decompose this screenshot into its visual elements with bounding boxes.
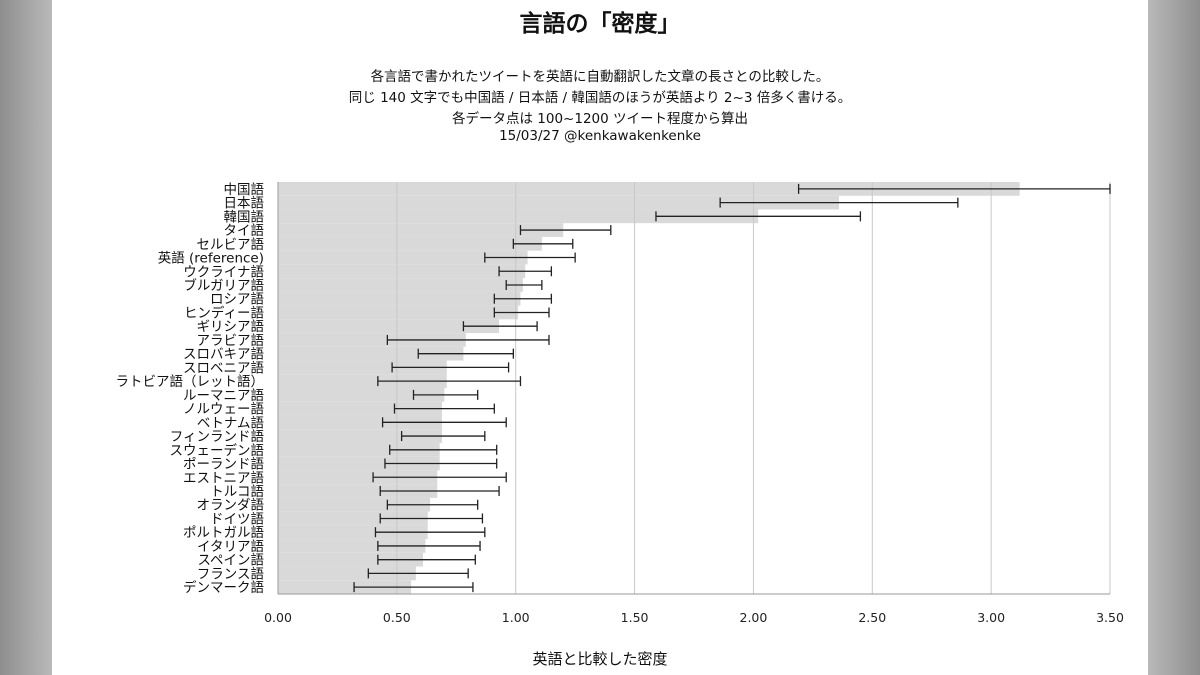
bar <box>278 236 542 251</box>
category-label: ギリシア語 <box>197 318 265 335</box>
category-label: ポーランド語 <box>183 456 264 473</box>
category-label: ブルガリア語 <box>183 277 264 294</box>
category-label: スペイン語 <box>197 552 264 569</box>
bar <box>278 250 528 265</box>
bar <box>278 401 443 416</box>
bar <box>278 291 521 306</box>
subtitle-line-1: 各言語で書かれたツイートを英語に自動翻訳した文章の長さとの比較した。 <box>370 69 830 85</box>
category-label: タイ語 <box>224 222 265 239</box>
bar <box>278 484 438 498</box>
chart-title: 言語の「密度」 <box>519 11 681 37</box>
bar <box>278 442 440 457</box>
category-label: ベトナム語 <box>197 414 264 431</box>
bar <box>278 346 464 361</box>
x-tick-label: 2.50 <box>858 610 886 625</box>
category-label: エストニア語 <box>183 469 264 486</box>
x-tick-label: 0.50 <box>383 610 411 625</box>
category-label: ドイツ語 <box>210 510 264 527</box>
category-label: アラビア語 <box>197 332 265 349</box>
bar <box>278 388 445 402</box>
category-label: 中国語 <box>224 181 265 198</box>
x-tick-label: 2.00 <box>740 610 768 625</box>
category-label: 日本語 <box>224 195 265 212</box>
category-label: オランダ語 <box>197 497 265 514</box>
bar <box>278 374 447 388</box>
bar <box>278 415 443 430</box>
bar <box>278 182 1020 196</box>
bar <box>278 195 840 210</box>
bar <box>278 456 440 471</box>
subtitle-line-3: 各データ点は 100~1200 ツイート程度から算出 <box>451 111 749 127</box>
bar <box>278 539 426 553</box>
bar <box>278 580 412 594</box>
x-tick-label: 3.50 <box>1096 610 1124 625</box>
bar <box>278 552 424 567</box>
bar <box>278 305 519 320</box>
bar <box>278 264 526 279</box>
category-label: 韓国語 <box>224 208 265 225</box>
category-label: ラトビア語（レット語） <box>116 373 265 390</box>
category-label: ルーマニア語 <box>183 387 264 404</box>
chart-panel: 言語の「密度」 各言語で書かれたツイートを英語に自動翻訳した文章の長さとの比較し… <box>52 0 1148 675</box>
category-label: ポルトガル語 <box>183 524 264 541</box>
left-margin <box>0 0 52 675</box>
bar <box>278 566 416 581</box>
bar <box>278 319 500 334</box>
bar <box>278 333 466 347</box>
category-label: ヒンディー語 <box>184 304 264 321</box>
category-label: セルビア語 <box>197 236 265 253</box>
category-label: ノルウェー語 <box>183 401 264 418</box>
category-label: ウクライナ語 <box>183 263 264 280</box>
category-label: スロバキア語 <box>183 346 264 363</box>
x-tick-label: 3.00 <box>977 610 1005 625</box>
bar <box>278 360 447 375</box>
category-label: トルコ語 <box>210 483 264 500</box>
bar <box>278 511 428 526</box>
bar <box>278 223 564 237</box>
bar <box>278 525 428 540</box>
bar <box>278 278 523 292</box>
category-label: フィンランド語 <box>170 428 264 445</box>
category-label: イタリア語 <box>197 538 264 555</box>
category-label: ロシア語 <box>210 291 264 308</box>
category-label: スロベニア語 <box>183 359 264 376</box>
subtitle-line-4: 15/03/27 @kenkawakenkenke <box>499 128 701 144</box>
x-tick-label: 1.50 <box>621 610 649 625</box>
bar <box>278 470 438 485</box>
x-tick-label: 1.00 <box>502 610 530 625</box>
category-label: スウェーデン語 <box>170 442 265 459</box>
bar <box>278 497 431 512</box>
x-tick-label: 0.00 <box>264 610 292 625</box>
category-label: 英語 (reference) <box>158 250 264 267</box>
bar <box>278 209 759 224</box>
x-axis-label: 英語と比較した密度 <box>532 650 668 668</box>
right-margin <box>1148 0 1200 675</box>
category-label: フランス語 <box>197 565 264 582</box>
subtitle-line-2: 同じ 140 文字でも中国語 / 日本語 / 韓国語のほうが英語より 2~3 倍… <box>348 90 852 106</box>
category-label: デンマーク語 <box>183 579 264 596</box>
